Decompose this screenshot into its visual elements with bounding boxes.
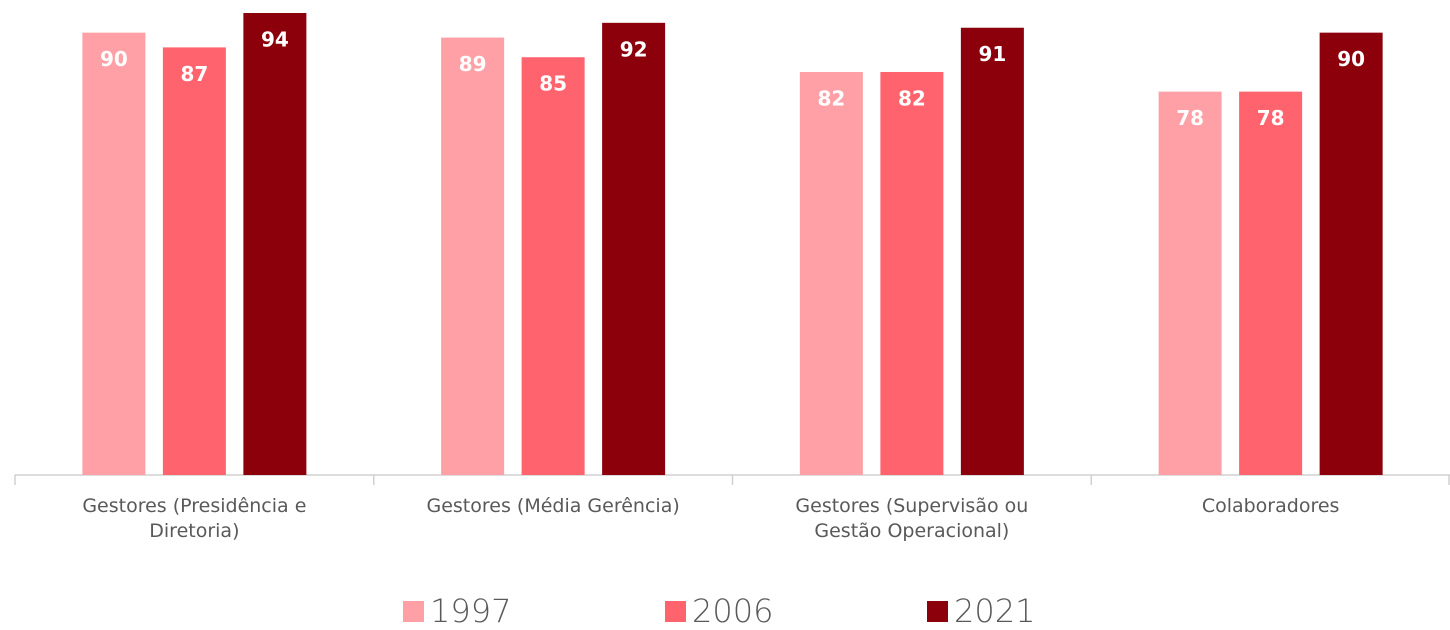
value-label: 89 <box>459 52 487 76</box>
bar <box>521 57 585 476</box>
legend-label: 2021 <box>954 592 1036 630</box>
x-tick-label: Gestores (Presidência e Diretoria) <box>82 495 307 542</box>
bar <box>441 37 505 476</box>
bar <box>799 71 863 475</box>
value-label: 87 <box>180 62 208 86</box>
value-label: 92 <box>620 37 648 61</box>
legend-label: 1997 <box>430 592 512 630</box>
x-tick-label: Gestores (Supervisão ou Gestão Operacion… <box>795 495 1029 542</box>
value-label: 78 <box>1257 106 1285 130</box>
bar <box>162 47 226 475</box>
value-label: 82 <box>817 86 845 110</box>
legend-item: 2021 <box>927 592 1035 630</box>
x-tick-label: Colaboradores <box>1201 495 1340 517</box>
bar <box>602 22 666 476</box>
bar <box>1158 91 1222 475</box>
bar <box>960 27 1024 475</box>
value-label: 82 <box>898 86 926 110</box>
legend-item: 1997 <box>403 592 511 630</box>
value-label: 91 <box>978 42 1006 66</box>
bar <box>880 71 944 475</box>
value-label: 78 <box>1176 106 1204 130</box>
bar <box>1319 32 1383 475</box>
bar <box>243 13 307 475</box>
legend-swatch <box>403 600 424 622</box>
value-label: 85 <box>539 72 567 96</box>
bar <box>1239 91 1303 475</box>
legend-swatch <box>665 600 686 622</box>
legend-label: 2006 <box>692 592 774 630</box>
bar <box>82 32 146 475</box>
legend-item: 2006 <box>665 592 773 630</box>
value-label: 90 <box>1337 47 1365 71</box>
value-label: 90 <box>100 47 128 71</box>
x-tick-label: Gestores (Média Gerência) <box>426 495 680 517</box>
legend-swatch <box>927 600 948 622</box>
value-label: 94 <box>261 28 289 52</box>
